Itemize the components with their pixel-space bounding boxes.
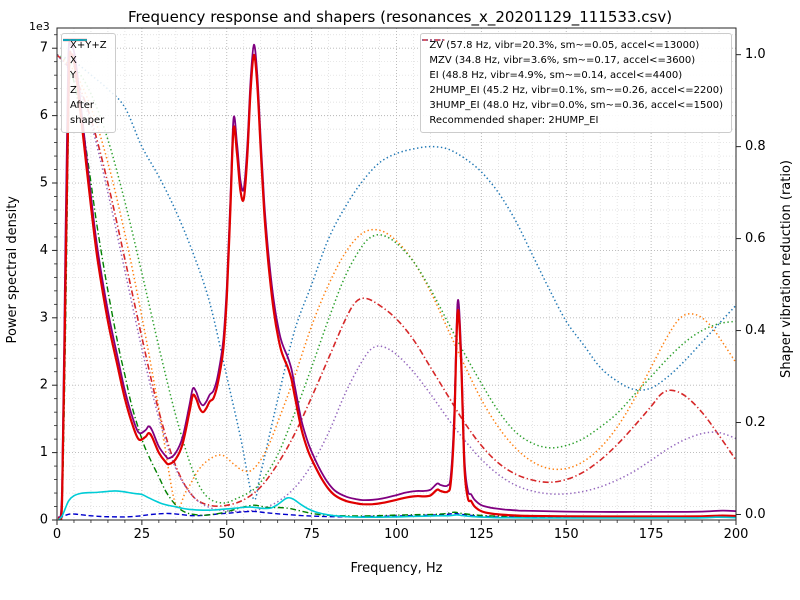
x-tick-label: 200: [724, 527, 749, 542]
y-left-tick-label: 4: [40, 243, 48, 258]
legend-label: 3HUMP_EI (48.0 Hz, vibr=0.0%, sm~=0.36, …: [429, 100, 723, 111]
legend-entry: 2HUMP_EI (45.2 Hz, vibr=0.1%, sm~=0.26, …: [422, 39, 723, 98]
y-left-tick-label: 5: [40, 176, 48, 191]
x-tick-label: 0: [53, 527, 61, 542]
legend-label: X: [70, 55, 77, 66]
y-axis-left-label: Power spectral density: [5, 196, 20, 344]
legend-note: Recommended shaper: 2HUMP_EI: [429, 115, 599, 126]
y-axis-offset-label: 1e3: [29, 20, 50, 33]
legend-swatch-spacer: [421, 34, 447, 46]
legend-swatch-hump3: [422, 39, 447, 41]
legend-entry: Z: [63, 39, 107, 98]
y-right-tick-label: 0.8: [745, 139, 766, 154]
legend-psd: X+Y+Z X Y Z After shaper: [61, 33, 116, 133]
legend-label: Z: [70, 85, 77, 96]
legend-label: Y: [70, 70, 77, 81]
series-ei-line: [57, 54, 736, 504]
legend-note-row: Recommended shaper: 2HUMP_EI: [429, 113, 723, 128]
y-left-tick-label: 1: [40, 445, 48, 460]
x-tick-label: 25: [134, 527, 151, 542]
x-tick-label: 175: [639, 527, 664, 542]
legend-entry: 3HUMP_EI (48.0 Hz, vibr=0.0%, sm~=0.36, …: [422, 39, 723, 113]
chart-title: Frequency response and shapers (resonanc…: [127, 8, 673, 26]
x-tick-label: 150: [554, 527, 579, 542]
y-right-tick-label: 0.0: [745, 507, 766, 522]
legend-label: EI (48.8 Hz, vibr=4.9%, sm~=0.14, accel<…: [429, 70, 683, 81]
series-z-line: [58, 510, 736, 520]
y-left-tick-label: 7: [40, 41, 48, 56]
legend-label: ZV (57.8 Hz, vibr=20.3%, sm~=0.05, accel…: [429, 40, 700, 51]
series-lines: [57, 40, 736, 520]
legend-label: X+Y+Z: [70, 40, 107, 51]
legend-entry: X: [63, 38, 107, 68]
x-tick-label: 75: [303, 527, 320, 542]
y-right-tick-label: 1.0: [745, 47, 766, 62]
legend-label: After shaper: [70, 100, 105, 126]
legend-entry: After shaper: [63, 39, 107, 128]
y-right-tick-label: 0.4: [745, 323, 766, 338]
x-tick-label: 125: [469, 527, 494, 542]
series-after-line: [58, 490, 736, 520]
legend-entry: ZV (57.8 Hz, vibr=20.3%, sm~=0.05, accel…: [422, 38, 723, 53]
series-x-line: [57, 50, 736, 520]
y-left-tick-label: 6: [40, 108, 48, 123]
x-axis-label: Frequency, Hz: [350, 561, 443, 576]
legend-label: 2HUMP_EI (45.2 Hz, vibr=0.1%, sm~=0.26, …: [429, 85, 723, 96]
legend-entry: EI (48.8 Hz, vibr=4.9%, sm~=0.14, accel<…: [422, 39, 723, 83]
y-left-tick-label: 0: [40, 513, 48, 528]
y-axis-right-label: Shaper vibration reduction (ratio): [779, 160, 794, 378]
legend-entry: Y: [63, 39, 107, 83]
x-tick-label: 100: [384, 527, 409, 542]
x-tick-label: 50: [218, 527, 235, 542]
y-left-tick-label: 3: [40, 310, 48, 325]
series-hump2-line: [57, 54, 736, 507]
axis-ticks: 0 25 50 75 100 125 150 175 200 0 1 2 3 4 5 6 7 0.0 0.2 0.4 0…: [40, 34, 766, 542]
legend-label: MZV (34.8 Hz, vibr=3.6%, sm~=0.17, accel…: [429, 55, 696, 66]
y-right-tick-label: 0.2: [745, 415, 766, 430]
legend-entry: MZV (34.8 Hz, vibr=3.6%, sm~=0.17, accel…: [422, 39, 723, 68]
y-right-tick-label: 0.6: [745, 231, 766, 246]
legend-shapers: ZV (57.8 Hz, vibr=20.3%, sm~=0.05, accel…: [420, 33, 732, 133]
y-left-tick-label: 2: [40, 378, 48, 393]
legend-swatch-after: [63, 39, 87, 41]
